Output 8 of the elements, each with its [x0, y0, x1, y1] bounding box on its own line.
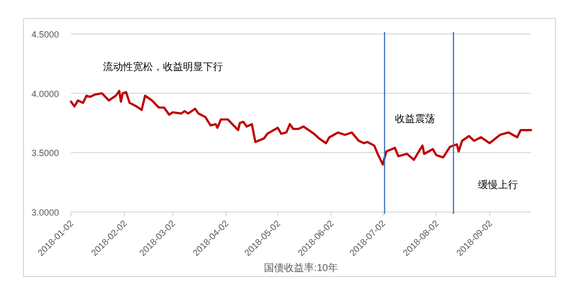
annotation: 流动性宽松，收益明显下行 — [103, 61, 223, 73]
y-tick-label: 4.5000 — [31, 30, 59, 40]
y-tick-label: 3.0000 — [31, 208, 59, 218]
y-tick-label: 4.0000 — [31, 88, 59, 99]
annotation: 收益震荡 — [395, 113, 435, 125]
y-tick-label: 3.5000 — [31, 148, 59, 158]
annotation: 缓慢上行 — [478, 179, 518, 191]
x-axis-title: 国债收益率:10年 — [264, 262, 338, 274]
